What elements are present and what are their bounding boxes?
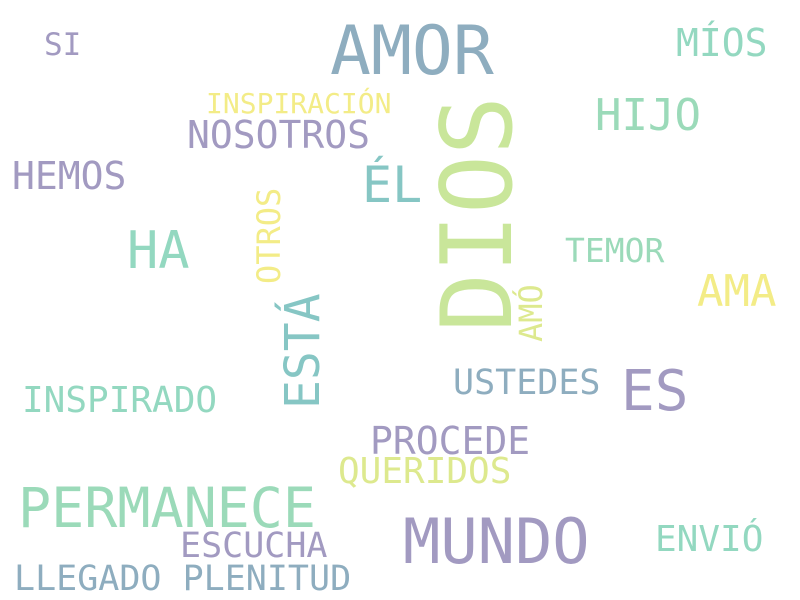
word-inspiracion: INSPIRACIÓN bbox=[206, 87, 392, 120]
word-envio: ENVIÓ bbox=[655, 519, 764, 560]
word-ama: AMA bbox=[697, 266, 777, 317]
word-mundo: MUNDO bbox=[403, 505, 590, 578]
word-otros: OTROS bbox=[250, 187, 288, 284]
word-ha: HA bbox=[127, 221, 190, 281]
word-esta: ESTÁ bbox=[275, 293, 331, 409]
word-llegado-plenitud: LLEGADO PLENITUD bbox=[14, 559, 352, 599]
word-nosotros: NOSOTROS bbox=[187, 113, 371, 157]
word-ustedes: USTEDES bbox=[453, 363, 601, 403]
word-escucha: ESCUCHA bbox=[180, 526, 328, 566]
word-queridos: QUERIDOS bbox=[338, 451, 512, 492]
word-temor: TEMOR bbox=[565, 231, 665, 270]
word-procede: PROCEDE bbox=[370, 419, 531, 463]
word-el: ÉL bbox=[362, 156, 423, 214]
word-hemos: HEMOS bbox=[12, 154, 127, 198]
word-amor: AMOR bbox=[330, 12, 494, 91]
word-hijo: HIJO bbox=[595, 90, 701, 141]
word-mios: MÍOS bbox=[676, 21, 768, 65]
word-inspirado: INSPIRADO bbox=[22, 380, 218, 421]
word-si: SI bbox=[44, 27, 82, 63]
word-amo: AMÓ bbox=[512, 284, 550, 342]
word-es: ES bbox=[621, 359, 689, 424]
word-permanece: PERMANECE bbox=[18, 476, 317, 540]
